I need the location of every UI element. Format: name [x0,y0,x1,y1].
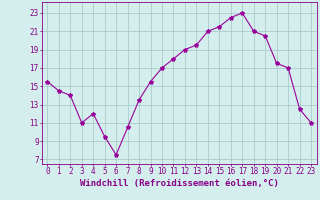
X-axis label: Windchill (Refroidissement éolien,°C): Windchill (Refroidissement éolien,°C) [80,179,279,188]
